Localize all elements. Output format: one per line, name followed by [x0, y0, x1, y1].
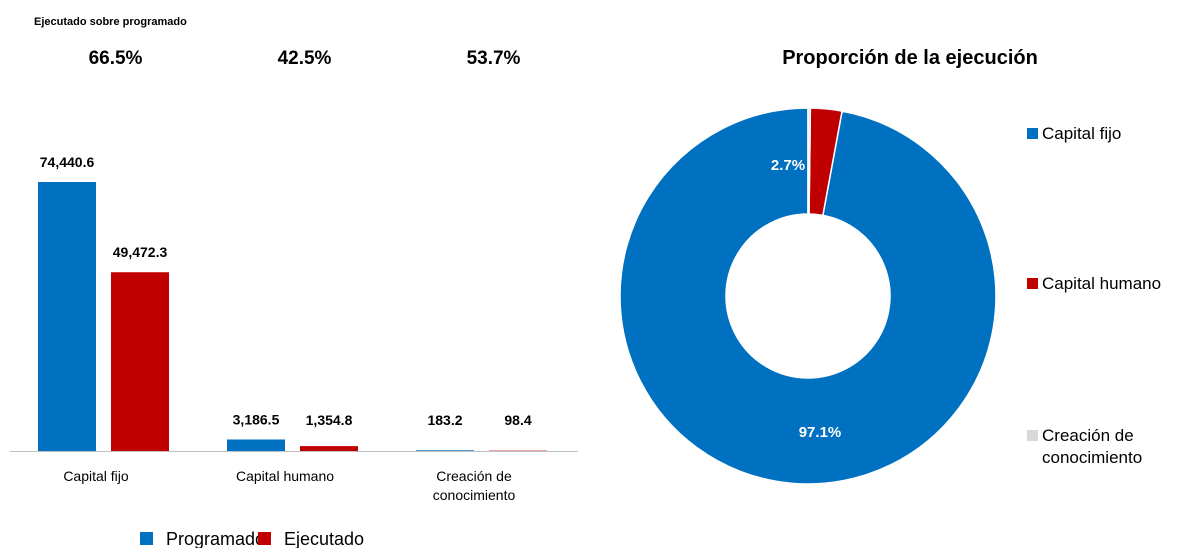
- bar-programado: [416, 450, 474, 451]
- x-tick-label: Creación de: [436, 468, 512, 484]
- data-label: 1,354.8: [306, 412, 353, 428]
- donut-slice: [807, 107, 812, 215]
- data-label: 98.4: [504, 412, 531, 428]
- bar-ejecutado: [300, 446, 358, 451]
- legend-label: Capital humano: [1042, 274, 1161, 293]
- data-label: 74,440.6: [40, 154, 95, 170]
- slice-label: 2.7%: [771, 157, 805, 174]
- execution-ratio-label: 66.5%: [89, 48, 143, 69]
- legend-label: Creación de: [1042, 426, 1134, 445]
- x-tick-label: Capital fijo: [63, 468, 129, 484]
- data-label: 183.2: [427, 412, 462, 428]
- legend-label: conocimiento: [1042, 448, 1142, 467]
- donut-slice: [808, 107, 843, 217]
- bar-chart-subtitle: Ejecutado sobre programado: [34, 16, 187, 28]
- bar-chart: Ejecutado sobre programado 66.5% 42.5% 53.7…: [10, 16, 578, 548]
- legend-label-ejecutado: Ejecutado: [284, 529, 364, 548]
- slice-label: 97.1%: [799, 424, 842, 441]
- legend-label: Capital fijo: [1042, 124, 1121, 143]
- legend-swatch: [1027, 430, 1038, 441]
- x-tick-label: conocimiento: [433, 487, 516, 503]
- bar-programado: [38, 182, 96, 451]
- bar-ejecutado: [111, 272, 169, 451]
- legend-swatch-programado: [140, 532, 153, 545]
- legend-swatch: [1027, 128, 1038, 139]
- legend-swatch-ejecutado: [258, 532, 271, 545]
- x-tick-label: Capital humano: [236, 468, 334, 484]
- data-label: 49,472.3: [113, 244, 168, 260]
- data-label: 3,186.5: [233, 411, 280, 427]
- donut-chart-title: Proporción de la ejecución: [782, 47, 1038, 69]
- execution-ratio-label: 53.7%: [467, 48, 521, 69]
- execution-ratio-label: 42.5%: [278, 48, 332, 69]
- legend-swatch: [1027, 278, 1038, 289]
- bar-programado: [227, 439, 285, 451]
- legend-label-programado: Programado: [166, 529, 265, 548]
- donut-slice: [619, 107, 997, 485]
